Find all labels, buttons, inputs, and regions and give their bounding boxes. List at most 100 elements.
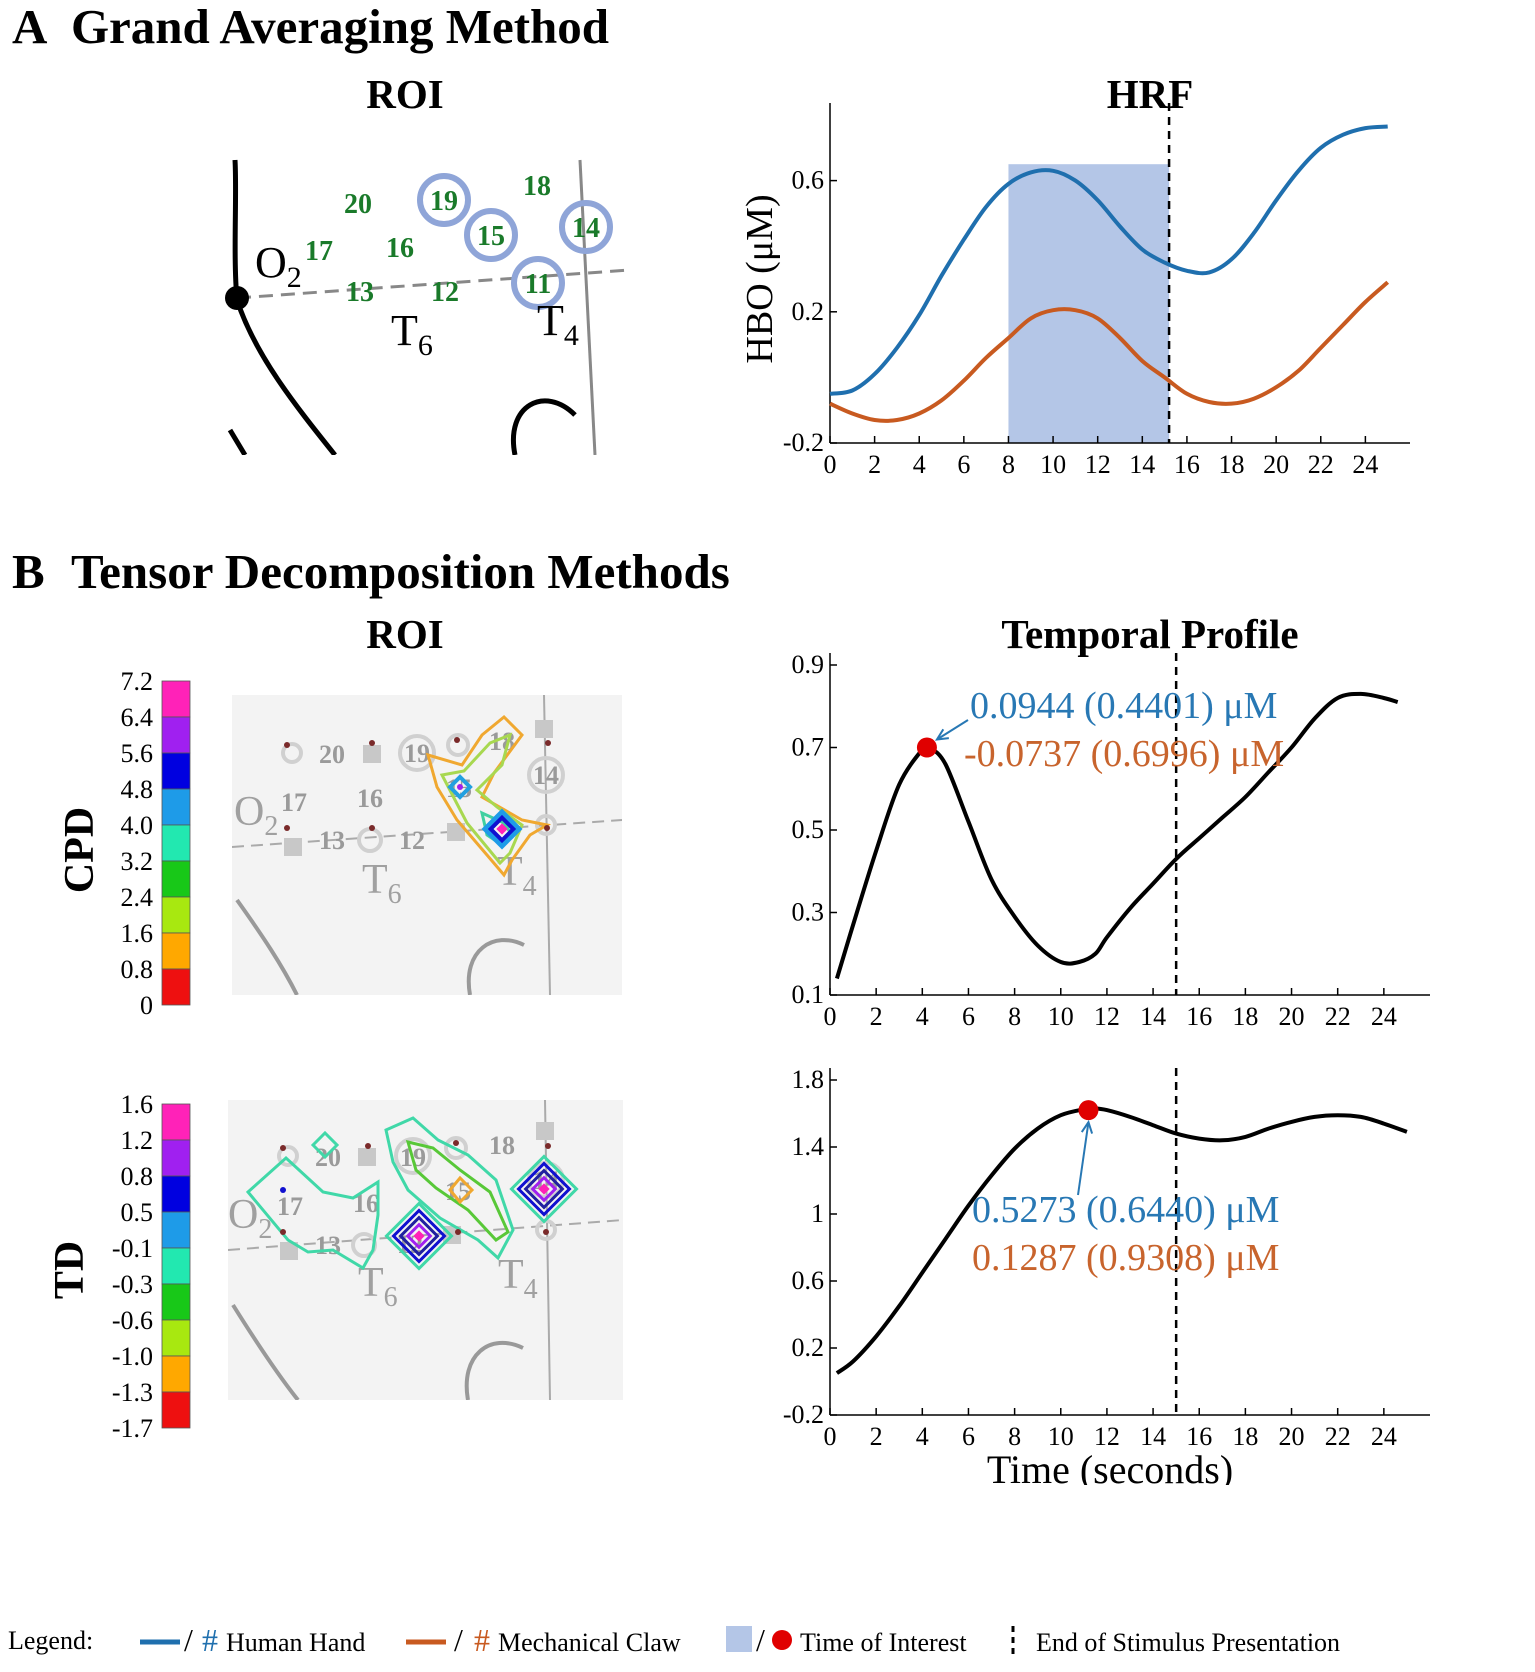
legend-toi-swatch: [726, 1626, 752, 1652]
annotation-arrow: [936, 719, 969, 741]
cpd-detector: [446, 733, 470, 757]
x-tick-label: 4: [916, 1422, 929, 1451]
legend-claw-slash: /: [454, 1622, 463, 1658]
y-tick-label: 1.4: [792, 1132, 825, 1161]
x-tick-label: 12: [1094, 1422, 1120, 1451]
t4-landmark: T4: [537, 296, 579, 352]
legend-human-label: Human Hand: [226, 1628, 366, 1657]
cpd-channel-20: 20: [319, 740, 345, 769]
channel-18-label: 18: [523, 171, 551, 202]
td-contour-left: [245, 1155, 380, 1271]
colorbar-label: -0.3: [112, 1270, 153, 1299]
channel-14-label: 14: [572, 213, 600, 244]
x-axis-label: Time (seconds): [987, 1447, 1233, 1485]
x-tick-label: 4: [916, 1002, 929, 1031]
colorbar-label: 1.6: [121, 1090, 154, 1119]
channel-ring-14: [559, 200, 613, 254]
colorbar-segment: [161, 1391, 191, 1429]
channel-11-label: 11: [525, 269, 551, 300]
x-tick-label: 4: [913, 450, 926, 479]
colorbar-segment: [161, 824, 191, 862]
x-tick-label: 22: [1308, 450, 1334, 479]
td-source: [536, 1122, 554, 1140]
cpd-detector: [527, 756, 565, 794]
section-a-text: Grand Averaging Method: [70, 0, 610, 54]
x-tick-label: 12: [1094, 1002, 1120, 1031]
y-tick-label: 0.6: [792, 166, 825, 195]
td-roi-map: 20 16 17 13 12 19 15 18 14 O2 T6 T4: [228, 1100, 623, 1400]
td-contour-center-inner: [405, 1139, 510, 1242]
colorbar-segment: [161, 896, 191, 934]
colorbar-label: -1.7: [112, 1414, 153, 1443]
section-b-title: B Tensor Decomposition Methods: [12, 543, 730, 600]
roi-a-map: 19 15 14 11 20 17 16 18 13 12 O2 T6 T4: [225, 159, 631, 455]
legend-prefix: Legend:: [8, 1626, 94, 1655]
cpd-contour-15: [447, 774, 473, 800]
o2-landmark: O2: [255, 238, 302, 294]
legend-claw-hash: #: [474, 1622, 490, 1658]
x-tick-label: 22: [1325, 1002, 1351, 1031]
x-tick-label: 14: [1140, 1422, 1166, 1451]
legend-toi-dot: [772, 1630, 792, 1650]
annotation-arrowhead: [1080, 1119, 1094, 1134]
cpd-contour-mid: [439, 732, 524, 866]
legend-toi-slash: /: [756, 1622, 765, 1658]
cpd-detector: [281, 742, 303, 764]
legend-claw-line: [406, 1639, 446, 1645]
cpd-hotspot-inner: [496, 823, 508, 835]
x-tick-label: 10: [1048, 1422, 1074, 1451]
x-tick-label: 6: [962, 1422, 975, 1451]
cpd-head-outline: [235, 898, 299, 995]
colorbar-segment: [161, 752, 191, 790]
x-tick-label: 6: [962, 1002, 975, 1031]
cpd-source: [363, 745, 381, 763]
td-source: [280, 1242, 298, 1260]
colorbar-label: 7.2: [121, 667, 154, 696]
x-tick-label: 12: [1085, 450, 1111, 479]
colorbar-label: 0: [140, 991, 153, 1020]
channel-13-label: 13: [346, 277, 374, 308]
colorbar-label: 4.0: [121, 811, 154, 840]
x-tick-label: 8: [1008, 1422, 1021, 1451]
vertical-line: [578, 159, 597, 455]
t6-landmark: T6: [391, 306, 433, 362]
td-peak-dot-left: [280, 1187, 286, 1193]
x-tick-label: 24: [1371, 1422, 1397, 1451]
colorbar-label: 1.2: [121, 1126, 154, 1155]
x-tick-label: 20: [1279, 1002, 1305, 1031]
cpd-source: [284, 838, 302, 856]
channel-ring-11: [511, 256, 565, 310]
legend-claw-label: Mechanical Claw: [498, 1628, 681, 1657]
x-tick-label: 20: [1279, 1422, 1305, 1451]
td-contour-small: [310, 1130, 340, 1160]
channel-ring-19: [417, 173, 471, 227]
x-tick-label: 10: [1040, 450, 1066, 479]
cpd-t6-landmark: T6: [362, 857, 402, 910]
td-t4-landmark: T4: [498, 1252, 538, 1305]
colorbar-label: 0.8: [121, 955, 154, 984]
x-tick-label: 18: [1232, 1422, 1258, 1451]
roi-a-title: ROI: [366, 71, 444, 117]
x-tick-label: 8: [1002, 450, 1015, 479]
x-tick-label: 2: [868, 450, 881, 479]
series-line-human-hand: [829, 124, 1388, 396]
cpd-ear-curve: [466, 938, 525, 995]
cpd-channel-14: 14: [533, 761, 559, 790]
y-tick-label: 1: [811, 1199, 824, 1228]
time-of-interest-point: [916, 737, 937, 758]
cpd-o2-landmark: O2: [234, 789, 278, 842]
y-tick-label: 0.3: [792, 898, 825, 927]
colorbar-label: 2.4: [121, 883, 154, 912]
x-tick-label: 2: [870, 1002, 883, 1031]
colorbar-segment: [161, 1355, 191, 1393]
colorbar-label: -0.6: [112, 1306, 153, 1335]
colorbar-segment: [161, 1103, 191, 1141]
cpd-source: [535, 720, 553, 738]
x-tick-label: 24: [1371, 1002, 1397, 1031]
td-contour-15: [448, 1175, 475, 1205]
x-tick-label: 16: [1174, 450, 1200, 479]
cpd-channel-17: 17: [281, 788, 307, 817]
cpd-hotspot-mid: [487, 814, 517, 844]
colorbar-label: 0.8: [121, 1162, 154, 1191]
x-tick-label: 14: [1129, 450, 1155, 479]
